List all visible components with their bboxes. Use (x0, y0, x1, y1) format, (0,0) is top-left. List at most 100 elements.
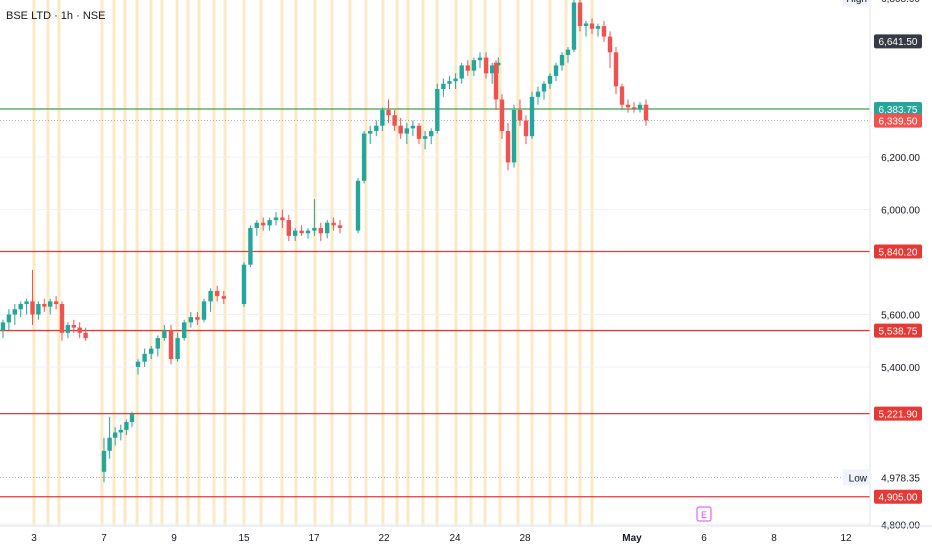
candle-body (6, 314, 12, 323)
candle-body (195, 317, 200, 320)
session-band (483, 0, 487, 526)
candle-body (299, 230, 304, 234)
event-marker[interactable]: E (696, 506, 712, 522)
session-band (112, 0, 116, 526)
candle-body (175, 338, 180, 360)
candle-body (559, 54, 565, 66)
candle-body (168, 330, 174, 360)
price-label: 6,339.50 (879, 116, 918, 127)
price-label-bg (874, 113, 922, 128)
price-badges: 7,862.507,545.657,228.756,928.356,383.75… (843, 0, 922, 504)
candle-body (459, 65, 464, 79)
price-axis[interactable]: 7,800.007,600.007,400.007,000.006,200.00… (869, 0, 920, 531)
candle-body (113, 432, 118, 438)
session-band (123, 0, 127, 526)
x-tick-label[interactable]: 22 (378, 533, 390, 544)
candle-body (535, 91, 541, 97)
session-band (421, 0, 425, 526)
session-band (395, 0, 399, 526)
candle-body (53, 301, 59, 305)
candle-body (374, 125, 379, 131)
x-tick-label[interactable]: 12 (840, 533, 852, 544)
candle-body (361, 133, 367, 181)
x-tick-label[interactable]: 17 (308, 533, 320, 544)
candle-body (318, 227, 323, 234)
session-band (100, 0, 104, 526)
session-band (135, 0, 139, 526)
candle-body (511, 109, 517, 163)
session-band (435, 0, 439, 526)
candle-body (435, 89, 440, 131)
session-band (175, 0, 179, 526)
candle-body (380, 109, 385, 126)
candle-body (142, 353, 147, 362)
session-band (530, 0, 534, 526)
horizontal-levels[interactable] (0, 0, 870, 498)
x-tick-label[interactable]: 24 (449, 533, 461, 544)
candle-body (541, 83, 547, 92)
candle-body (18, 304, 23, 310)
session-band (57, 0, 61, 526)
candle-body (42, 304, 47, 307)
candle-body (429, 130, 434, 137)
session-band (259, 0, 263, 526)
candle-body (149, 348, 154, 354)
y-tick-label[interactable]: 5,400.00 (881, 363, 920, 374)
x-tick-label[interactable]: May (622, 533, 642, 544)
x-tick-label[interactable]: 15 (238, 533, 250, 544)
candle-body (529, 96, 535, 137)
candle-body (404, 128, 409, 134)
session-band (212, 0, 216, 526)
candle-body (447, 81, 452, 84)
candle-body (0, 322, 6, 331)
candle-body (441, 83, 446, 90)
level-label: 5,538.75 (879, 326, 918, 337)
session-band (160, 0, 164, 526)
x-tick-label[interactable]: 7 (101, 533, 107, 544)
candle-body (182, 322, 187, 339)
time-axis[interactable]: 3 7 9 15 17 22 24 28 May 6 8 12 (0, 525, 932, 544)
x-tick-label[interactable]: 28 (519, 533, 531, 544)
candle-body (107, 437, 112, 451)
candle-body (565, 49, 571, 55)
candle-body (59, 304, 65, 333)
candle-body (553, 65, 559, 76)
candle-body (24, 301, 29, 305)
candle-body (517, 109, 523, 121)
candle-body (607, 36, 613, 53)
candle-body (267, 220, 272, 226)
y-tick-label[interactable]: 6,200.00 (881, 153, 920, 164)
candle-body (471, 60, 477, 71)
x-tick-label[interactable]: 8 (771, 533, 777, 544)
x-tick-label[interactable]: 3 (31, 533, 37, 544)
candle-body (453, 78, 458, 82)
y-tick-label[interactable]: 5,600.00 (881, 311, 920, 322)
candle-body (273, 217, 279, 221)
session-band (406, 0, 410, 526)
candle-body (523, 120, 529, 137)
candle-body (583, 23, 589, 27)
x-tick-label[interactable]: 9 (171, 533, 177, 544)
candle-body (77, 327, 82, 333)
candle-body (221, 296, 226, 299)
candle-body (325, 222, 330, 234)
candlestick-series (0, 0, 649, 483)
candle-body (547, 75, 553, 84)
session-band (516, 0, 520, 526)
y-tick-label[interactable]: 6,000.00 (881, 206, 920, 217)
session-band (590, 0, 594, 526)
candle-body (493, 62, 499, 100)
candle-body (589, 23, 595, 29)
level-label: 5,221.90 (879, 409, 918, 420)
candle-body (386, 109, 391, 116)
session-band (294, 0, 298, 526)
x-tick-label[interactable]: 6 (701, 533, 707, 544)
candle-body (465, 65, 470, 71)
price-label: 6,641.50 (879, 37, 918, 48)
earnings-marker-icon[interactable] (696, 506, 712, 522)
session-band (469, 0, 473, 526)
symbol-title[interactable]: BSE LTD · 1h · NSE (6, 10, 106, 22)
candle-body (490, 65, 495, 74)
session-band (348, 0, 352, 526)
